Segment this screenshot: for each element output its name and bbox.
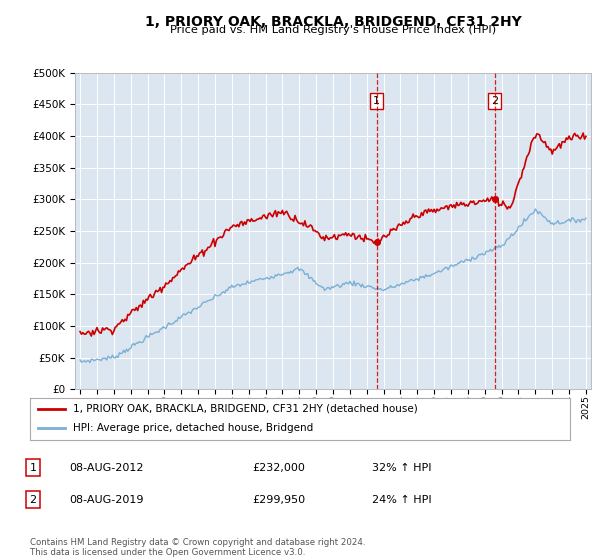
- Text: 1: 1: [29, 463, 37, 473]
- Text: 08-AUG-2019: 08-AUG-2019: [69, 494, 143, 505]
- Text: 24% ↑ HPI: 24% ↑ HPI: [372, 494, 431, 505]
- Text: 08-AUG-2012: 08-AUG-2012: [69, 463, 143, 473]
- Text: 2: 2: [491, 96, 498, 106]
- Text: 1, PRIORY OAK, BRACKLA, BRIDGEND, CF31 2HY: 1, PRIORY OAK, BRACKLA, BRIDGEND, CF31 2…: [145, 15, 521, 29]
- Text: 1: 1: [373, 96, 380, 106]
- Text: 32% ↑ HPI: 32% ↑ HPI: [372, 463, 431, 473]
- Text: 2: 2: [29, 494, 37, 505]
- Text: £299,950: £299,950: [252, 494, 305, 505]
- Text: HPI: Average price, detached house, Bridgend: HPI: Average price, detached house, Brid…: [73, 423, 313, 433]
- Text: Price paid vs. HM Land Registry's House Price Index (HPI): Price paid vs. HM Land Registry's House …: [170, 25, 496, 35]
- Text: £232,000: £232,000: [252, 463, 305, 473]
- Text: Contains HM Land Registry data © Crown copyright and database right 2024.
This d: Contains HM Land Registry data © Crown c…: [30, 538, 365, 557]
- Text: 1, PRIORY OAK, BRACKLA, BRIDGEND, CF31 2HY (detached house): 1, PRIORY OAK, BRACKLA, BRIDGEND, CF31 2…: [73, 404, 418, 414]
